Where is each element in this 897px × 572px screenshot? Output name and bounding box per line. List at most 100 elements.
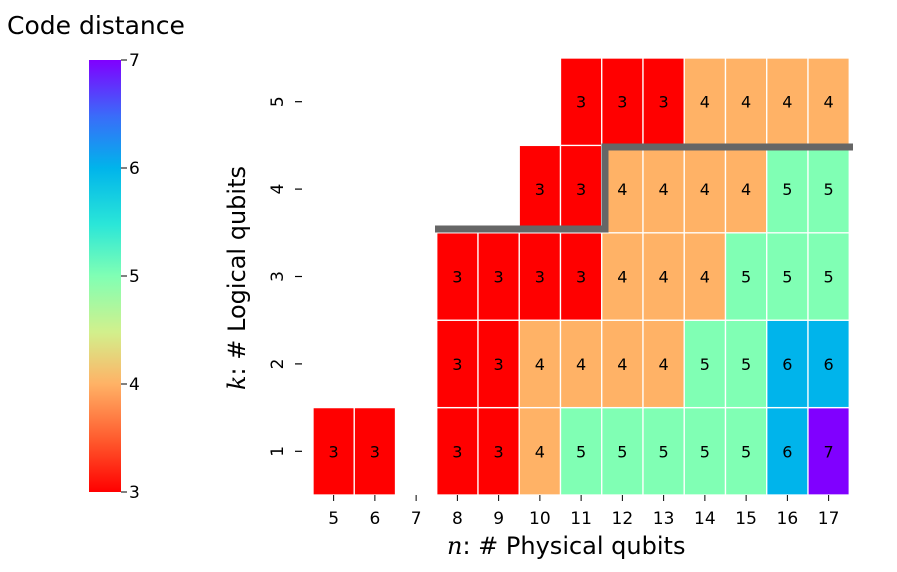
cell-value-label: 3 [576, 93, 586, 112]
cell-value-label: 5 [782, 180, 792, 199]
colorbar-tick-label: 7 [129, 51, 140, 71]
heatmap-cell [436, 319, 479, 409]
cell-value-label: 3 [494, 442, 504, 461]
cell-value-label: 3 [576, 268, 586, 287]
heatmap-cell [601, 232, 644, 321]
cell-value-label: 3 [452, 268, 462, 287]
cell-value-label: 3 [370, 442, 380, 461]
x-tick-label: 5 [328, 509, 339, 529]
y-tick-label: 3 [268, 271, 288, 282]
x-tick-label: 17 [818, 509, 840, 529]
heatmap-cells: 3 3 3 3 4 5 5 5 5 5 6 7 3 3 4 4 4 4 5 5 6 6 3 3 3 3 4 4 4 5 5 5 3 3 4 4 4 4 5 5… [312, 57, 850, 496]
cell-value-label: 3 [329, 442, 339, 461]
cell-value-label: 5 [741, 355, 751, 374]
cell-value-label: 4 [700, 268, 710, 287]
colorbar-tick-label: 5 [129, 267, 140, 287]
colorbar-title: Code distance [7, 11, 185, 40]
heatmap-cell [559, 144, 603, 234]
heatmap-cell [724, 232, 768, 321]
y-tick-label: 1 [268, 446, 288, 457]
colorbar-tick-label: 3 [129, 483, 140, 503]
y-tick-label: 5 [268, 96, 288, 107]
x-tick-label: 16 [777, 509, 799, 529]
cell-value-label: 4 [659, 268, 669, 287]
cell-value-label: 4 [700, 93, 710, 112]
cell-value-label: 4 [659, 180, 669, 199]
cell-value-label: 5 [824, 180, 834, 199]
colorbar [89, 60, 121, 492]
heatmap-cell [642, 144, 685, 234]
heatmap-cell [601, 319, 644, 409]
heatmap-cell [807, 319, 850, 409]
heatmap-cell [807, 406, 850, 496]
heatmap-cell [559, 319, 603, 409]
cell-value-label: 4 [741, 180, 751, 199]
cell-value-label: 4 [700, 180, 710, 199]
heatmap-cell [683, 319, 727, 409]
cell-value-label: 5 [700, 442, 710, 461]
heatmap-cell [807, 57, 850, 147]
x-tick-label: 14 [694, 509, 716, 529]
cell-value-label: 5 [741, 268, 751, 287]
boundary-line [435, 143, 853, 233]
cell-value-label: 4 [782, 93, 792, 112]
cell-value-label: 6 [824, 355, 834, 374]
cell-value-label: 4 [741, 93, 751, 112]
cell-value-label: 5 [659, 442, 669, 461]
cell-value-label: 4 [535, 355, 545, 374]
cell-value-label: 5 [700, 355, 710, 374]
heatmap-cell [807, 232, 850, 321]
heatmap-cell [724, 319, 768, 409]
colorbar-ticks: 3 4 5 6 7 [121, 51, 140, 503]
x-axis-ticks: 5 6 7 8 9 10 11 12 13 14 15 16 17 [328, 495, 839, 529]
cell-value-label: 6 [782, 442, 792, 461]
heatmap-cell [312, 406, 355, 496]
x-tick-label: 6 [369, 509, 380, 529]
y-tick-label: 2 [268, 358, 288, 369]
heatmap-cell [518, 232, 562, 321]
colorbar-tick-label: 4 [129, 375, 140, 395]
x-tick-label: 12 [612, 509, 634, 529]
cell-value-label: 5 [576, 442, 586, 461]
cell-value-label: 3 [659, 93, 669, 112]
cell-value-label: 4 [824, 93, 834, 112]
cell-value-label: 3 [452, 355, 462, 374]
cell-value-label: 5 [617, 442, 627, 461]
heatmap-cell [766, 319, 809, 409]
cell-value-label: 3 [494, 268, 504, 287]
x-axis-label: n: # Physical qubits [447, 532, 686, 560]
cell-value-label: 4 [659, 355, 669, 374]
cell-value-label: 3 [494, 355, 504, 374]
x-tick-label: 15 [735, 509, 757, 529]
heatmap-cell [642, 57, 685, 147]
cell-value-label: 4 [617, 180, 627, 199]
heatmap-cell [683, 232, 727, 321]
cell-value-label: 4 [617, 268, 627, 287]
cell-value-label: 3 [535, 268, 545, 287]
x-tick-label: 9 [493, 509, 504, 529]
cell-value-label: 5 [782, 268, 792, 287]
cell-value-label: 6 [782, 355, 792, 374]
x-tick-label: 7 [411, 509, 422, 529]
heatmap-cell [559, 57, 603, 147]
heatmap-cell [477, 232, 520, 321]
heatmap-cell [642, 232, 685, 321]
x-tick-label: 8 [452, 509, 463, 529]
y-tick-label: 4 [268, 184, 288, 195]
cell-value-label: 3 [576, 180, 586, 199]
cell-value-label: 4 [535, 442, 545, 461]
cell-value-label: 3 [535, 180, 545, 199]
cell-value-label: 5 [824, 268, 834, 287]
cell-value-label: 3 [617, 93, 627, 112]
x-tick-label: 11 [570, 509, 592, 529]
heatmap-cell [683, 406, 727, 496]
cell-value-label: 5 [741, 442, 751, 461]
heatmap-cell [518, 319, 562, 409]
heatmap-cell [724, 57, 768, 147]
heatmap-cell [559, 232, 603, 321]
heatmap-cell [601, 144, 644, 234]
cell-value-label: 4 [576, 355, 586, 374]
x-tick-label: 10 [529, 509, 551, 529]
heatmap-cell [642, 319, 685, 409]
